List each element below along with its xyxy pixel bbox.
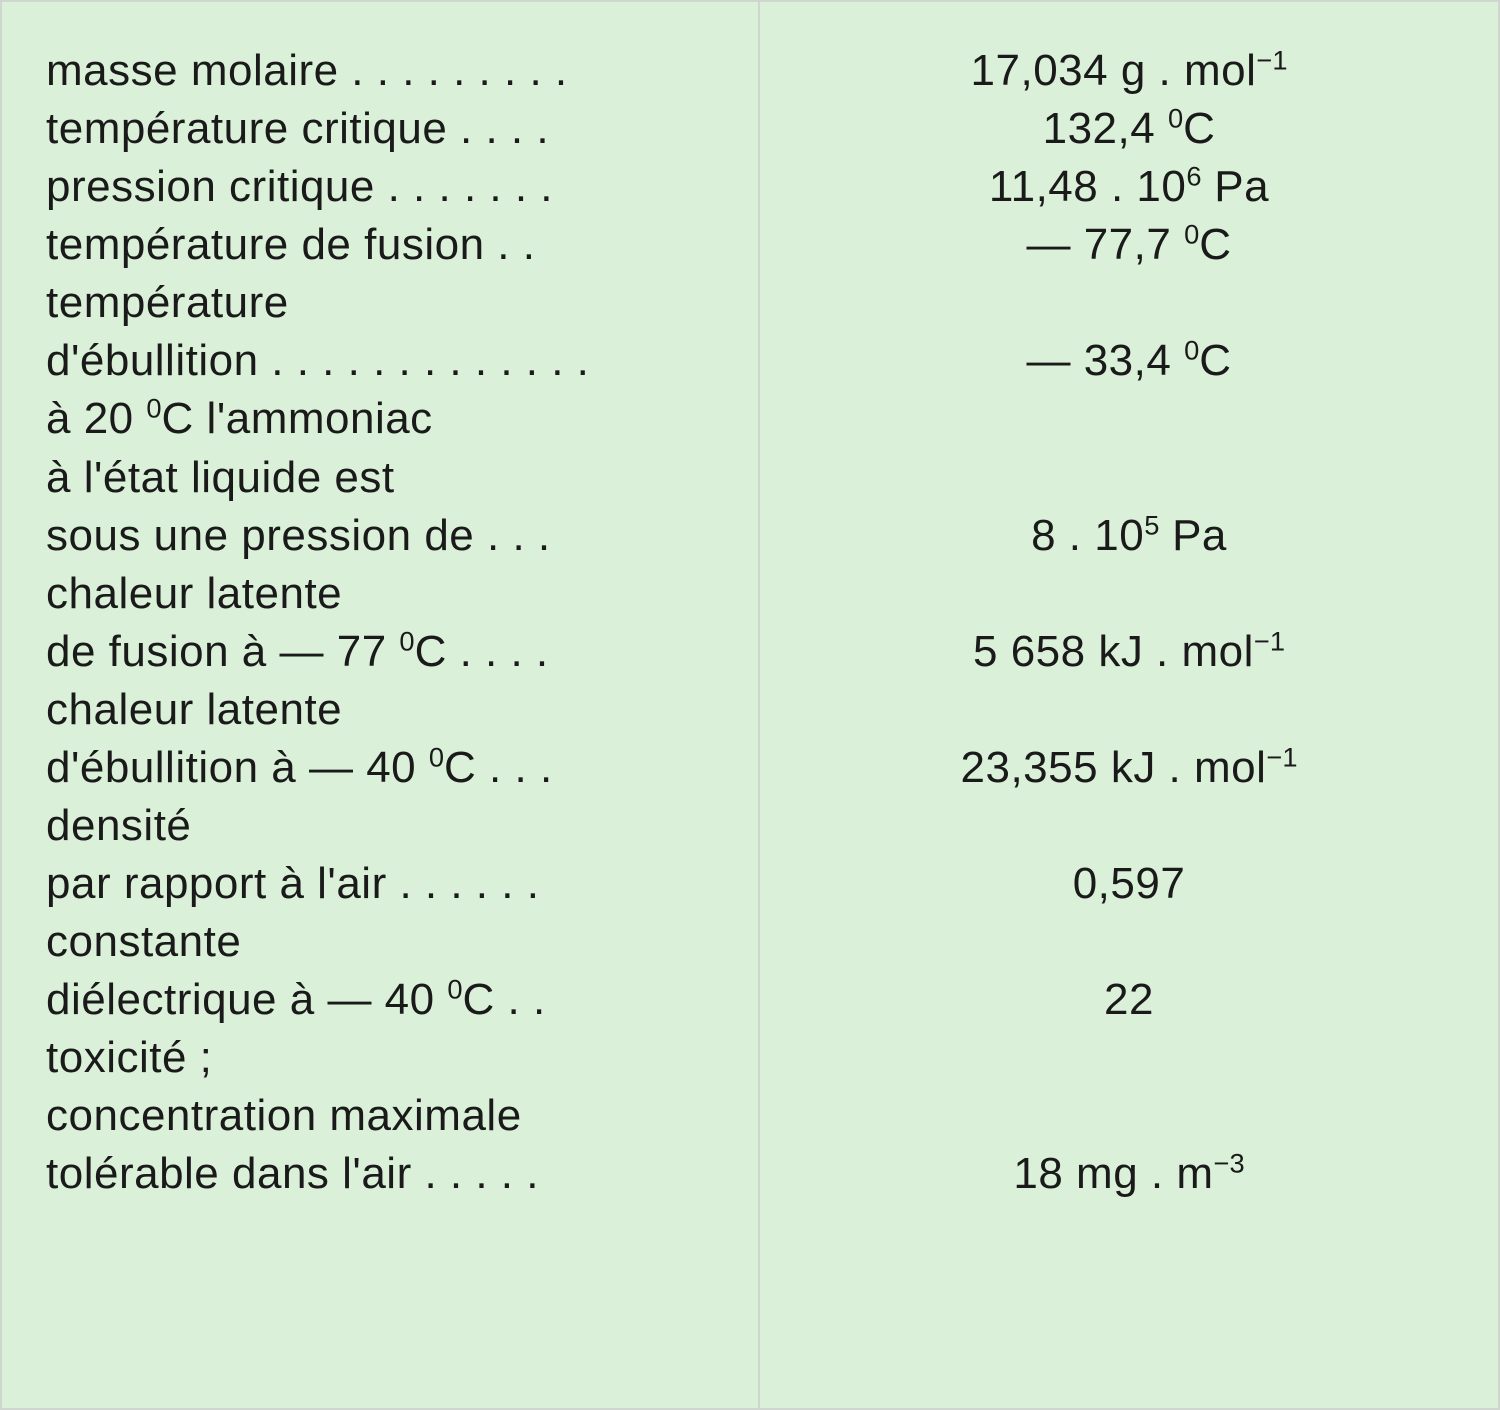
label-row: toxicité ;concentration maximaletolérabl… xyxy=(46,1029,730,1203)
value: 17,034 g . mol−1 xyxy=(780,42,1478,100)
label-line: sous une pression de . . . xyxy=(46,507,730,565)
label-line: chaleur latente xyxy=(46,681,730,739)
value-row: 23,355 kJ . mol−1 xyxy=(780,681,1478,797)
value-row: 132,4 0C xyxy=(780,100,1478,158)
value-row: 11,48 . 106 Pa xyxy=(780,158,1478,216)
label-line: masse molaire . . . . . . . . . xyxy=(46,42,730,100)
value: 23,355 kJ . mol−1 xyxy=(780,739,1478,797)
label-line: par rapport à l'air . . . . . . xyxy=(46,855,730,913)
value: 5 658 kJ . mol−1 xyxy=(780,623,1478,681)
label-line: diélectrique à — 40 0C . . xyxy=(46,971,730,1029)
value: 11,48 . 106 Pa xyxy=(780,158,1478,216)
label-line: concentration maximale xyxy=(46,1087,730,1145)
values-column: 17,034 g . mol−1132,4 0C11,48 . 106 Pa— … xyxy=(760,2,1498,1408)
value-spacer xyxy=(780,565,1478,623)
value: 18 mg . m−3 xyxy=(780,1145,1478,1203)
label-row: à 20 0C l'ammoniacà l'état liquide estso… xyxy=(46,390,730,564)
value: 22 xyxy=(780,971,1478,1029)
label-line: d'ébullition . . . . . . . . . . . . . xyxy=(46,332,730,390)
value-row: 22 xyxy=(780,913,1478,1029)
label-line: température xyxy=(46,274,730,332)
value: — 77,7 0C xyxy=(780,216,1478,274)
value-row: 17,034 g . mol−1 xyxy=(780,42,1478,100)
value-row: — 77,7 0C xyxy=(780,216,1478,274)
value: 8 . 105 Pa xyxy=(780,507,1478,565)
value: — 33,4 0C xyxy=(780,332,1478,390)
value-row: — 33,4 0C xyxy=(780,274,1478,390)
value: 0,597 xyxy=(780,855,1478,913)
value-row: 8 . 105 Pa xyxy=(780,390,1478,564)
label-row: chaleur latentede fusion à — 77 0C . . .… xyxy=(46,565,730,681)
value: 132,4 0C xyxy=(780,100,1478,158)
value-spacer xyxy=(780,681,1478,739)
value-spacer xyxy=(780,913,1478,971)
value-spacer xyxy=(780,1029,1478,1087)
label-line: constante xyxy=(46,913,730,971)
label-line: d'ébullition à — 40 0C . . . xyxy=(46,739,730,797)
label-line: température critique . . . . xyxy=(46,100,730,158)
value-spacer xyxy=(780,1087,1478,1145)
label-line: tolérable dans l'air . . . . . xyxy=(46,1145,730,1203)
value-row: 0,597 xyxy=(780,797,1478,913)
value-row: 18 mg . m−3 xyxy=(780,1029,1478,1203)
label-line: densité xyxy=(46,797,730,855)
label-row: chaleur latented'ébullition à — 40 0C . … xyxy=(46,681,730,797)
label-row: température critique . . . . xyxy=(46,100,730,158)
label-row: densitépar rapport à l'air . . . . . . xyxy=(46,797,730,913)
label-row: masse molaire . . . . . . . . . xyxy=(46,42,730,100)
value-spacer xyxy=(780,449,1478,507)
label-line: toxicité ; xyxy=(46,1029,730,1087)
label-line: à l'état liquide est xyxy=(46,449,730,507)
label-row: températured'ébullition . . . . . . . . … xyxy=(46,274,730,390)
label-line: température de fusion . . xyxy=(46,216,730,274)
label-line: à 20 0C l'ammoniac xyxy=(46,390,730,448)
label-row: pression critique . . . . . . . xyxy=(46,158,730,216)
value-spacer xyxy=(780,274,1478,332)
labels-column: masse molaire . . . . . . . . .températu… xyxy=(2,2,760,1408)
label-line: pression critique . . . . . . . xyxy=(46,158,730,216)
label-line: de fusion à — 77 0C . . . . xyxy=(46,623,730,681)
label-row: température de fusion . . xyxy=(46,216,730,274)
value-spacer xyxy=(780,390,1478,448)
label-row: constantediélectrique à — 40 0C . . xyxy=(46,913,730,1029)
value-row: 5 658 kJ . mol−1 xyxy=(780,565,1478,681)
value-spacer xyxy=(780,797,1478,855)
label-line: chaleur latente xyxy=(46,565,730,623)
properties-table: masse molaire . . . . . . . . .températu… xyxy=(0,0,1500,1410)
